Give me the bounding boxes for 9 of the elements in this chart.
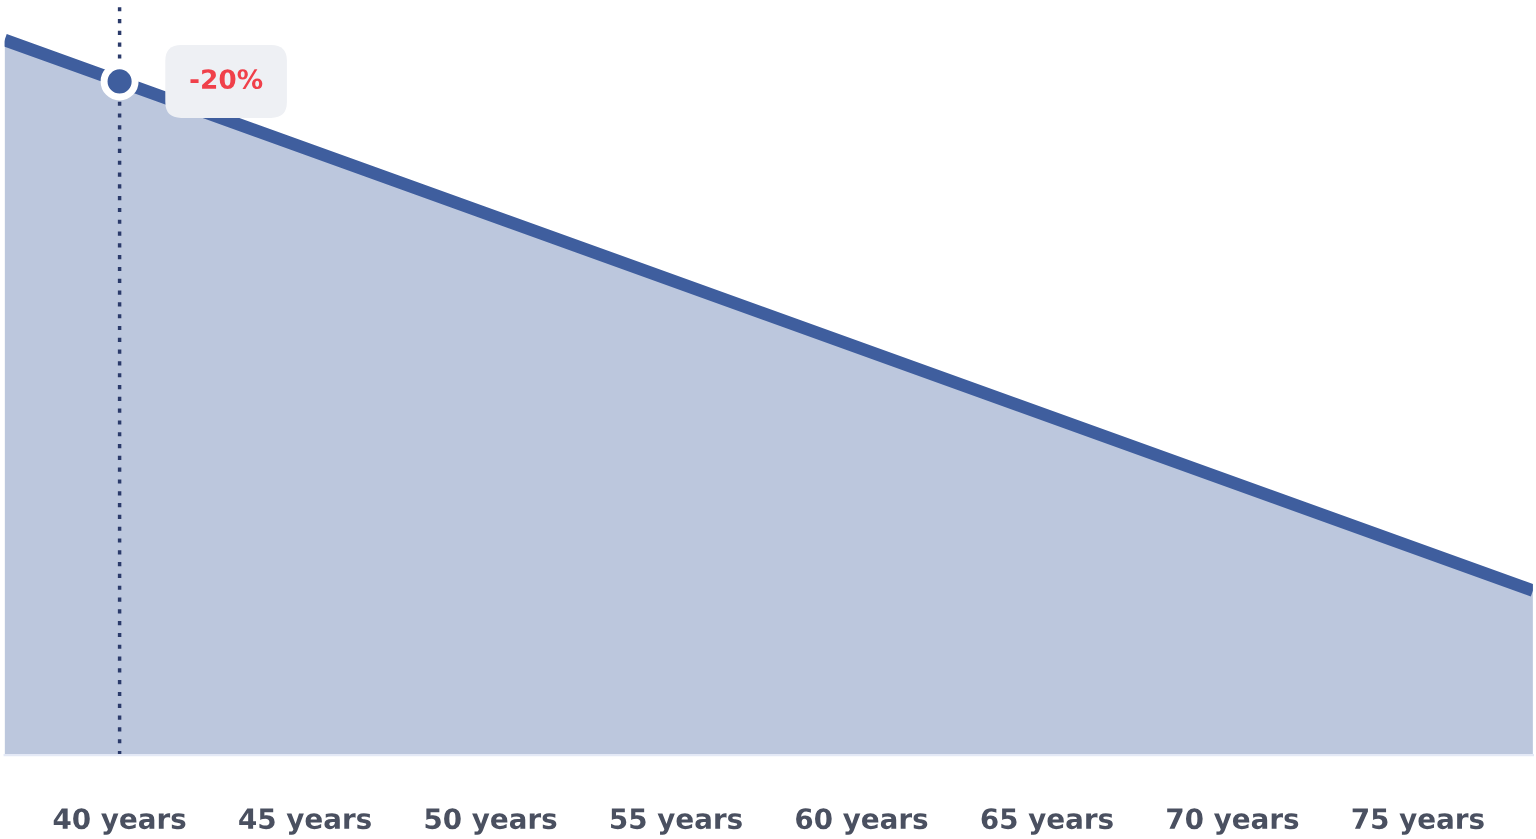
x-tick-label: 40 years <box>53 808 186 835</box>
x-tick-label: 60 years <box>796 808 928 835</box>
x-tick-label: 75 years <box>1352 808 1484 835</box>
x-tick-label: 65 years <box>981 808 1113 835</box>
annotation: -20% <box>190 69 263 90</box>
x-tick-label: 50 years <box>425 808 557 835</box>
x-tick-label: 45 years <box>239 808 371 835</box>
x-tick-label: 70 years <box>1167 808 1299 835</box>
x-tick-label: 55 years <box>611 808 742 835</box>
